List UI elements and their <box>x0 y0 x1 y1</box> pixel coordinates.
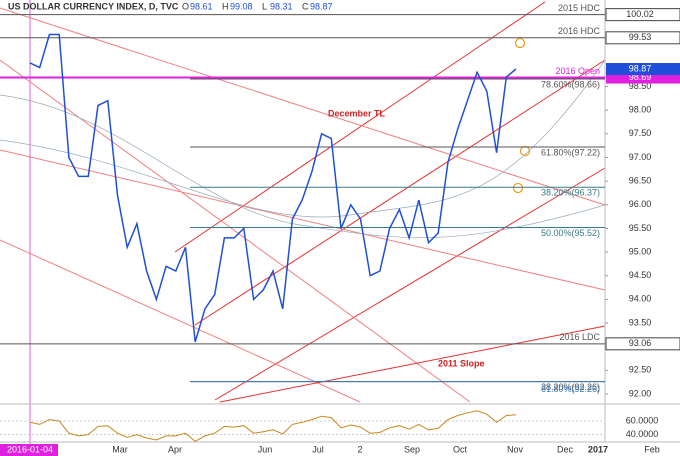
level-label: 2015 HDC <box>558 3 601 13</box>
level-label: 38.20%(92.26) <box>541 382 600 392</box>
y-tick-label: 93.50 <box>629 317 652 327</box>
ohlc-key: C <box>302 1 309 11</box>
x-tick-label: Jun <box>258 444 273 454</box>
ohlc-key: H <box>222 1 229 11</box>
x-tick-label: Sep <box>404 444 420 454</box>
price-tag-label: 98.69 <box>629 72 652 82</box>
ohlc-value: 98.61 <box>190 1 213 11</box>
y-tick-label: 96.00 <box>629 199 652 209</box>
circle-marker <box>512 182 524 194</box>
x-tick-label: Nov <box>507 444 524 454</box>
x-label-highlight <box>0 444 58 456</box>
circle-marker <box>514 37 526 49</box>
x-tick-label: Apr <box>168 444 182 454</box>
y-tick-label: 95.00 <box>629 246 652 256</box>
ohlc-value: 98.87 <box>310 1 333 11</box>
ohlc-value: 99.08 <box>230 1 253 11</box>
annotation: December TL <box>328 108 386 118</box>
level-label: 2016 Open <box>555 66 600 76</box>
ma <box>0 59 606 218</box>
price-tag-box <box>605 337 680 351</box>
price-tag: 93.06 <box>605 337 680 351</box>
current-price-label: 98.87 <box>629 63 652 73</box>
ohlc-key: L <box>262 1 267 11</box>
level-label: 50.00%(95.52) <box>541 228 600 238</box>
current-price-box <box>606 63 680 76</box>
channel-mid <box>194 59 606 326</box>
x-tick-label: Dec <box>557 444 574 454</box>
channel-lower <box>214 167 606 401</box>
level-label: 61.80%(92.26) <box>541 384 600 394</box>
y-tick-label: 94.50 <box>629 270 652 280</box>
y-tick-label: 98.00 <box>629 105 652 115</box>
level-label: 61.80%(97.22) <box>541 147 600 157</box>
x-tick-label: 2016-01-04 <box>7 444 53 454</box>
y2-tick-label: 40.0000 <box>626 429 659 439</box>
ma <box>0 94 606 238</box>
ohlc-value: 98.31 <box>270 1 293 11</box>
chart-title: US DOLLAR CURRENCY INDEX, D, TVC <box>8 1 179 11</box>
x-tick-label: Jul <box>312 444 324 454</box>
circle-marker <box>519 145 531 157</box>
price-tag-box <box>605 8 680 22</box>
down-line <box>0 239 361 403</box>
x-tick-label: 2017 <box>588 444 608 454</box>
price-tag-label: 93.06 <box>629 338 652 348</box>
december-tl <box>0 7 606 206</box>
y-tick-label: 95.50 <box>629 223 652 233</box>
x-tick-label: 2 <box>357 444 362 454</box>
y-tick-label: 98.50 <box>629 81 652 91</box>
level-label: 2016 HDC <box>558 26 601 36</box>
y2-tick-label: 60.0000 <box>626 415 659 425</box>
channel-upper <box>174 1 546 253</box>
price-tag-label: 100.02 <box>626 9 654 19</box>
trend-lines <box>0 1 606 403</box>
rsi-line <box>29 410 517 443</box>
ohlc-key: O <box>182 1 189 11</box>
slope-2011 <box>219 325 606 403</box>
level-label: 78.60%(98.66) <box>541 79 600 89</box>
y-tick-label: 92.00 <box>629 388 652 398</box>
down-line <box>0 149 606 291</box>
y-tick-label: 96.50 <box>629 175 652 185</box>
price-tag: 100.02 <box>605 8 680 22</box>
x-tick-label: Mar <box>112 444 128 454</box>
y-tick-label: 97.50 <box>629 128 652 138</box>
x-tick-label: Oct <box>453 444 468 454</box>
y-tick-label: 97.00 <box>629 152 652 162</box>
level-label: 2016 LDC <box>559 332 600 342</box>
moving-averages <box>0 59 606 238</box>
price-tag-label: 99.53 <box>629 32 652 42</box>
annotation: 2011 Slope <box>438 358 485 368</box>
price-tag: 99.53 <box>605 31 680 45</box>
x-tick-label: Feb <box>644 444 660 454</box>
y-tick-label: 94.00 <box>629 294 652 304</box>
price-line <box>29 33 517 343</box>
price-tag-box <box>605 31 680 45</box>
level-label: 38.20%(96.37) <box>541 188 600 198</box>
y-tick-label: 92.50 <box>629 365 652 375</box>
markers <box>512 37 531 194</box>
